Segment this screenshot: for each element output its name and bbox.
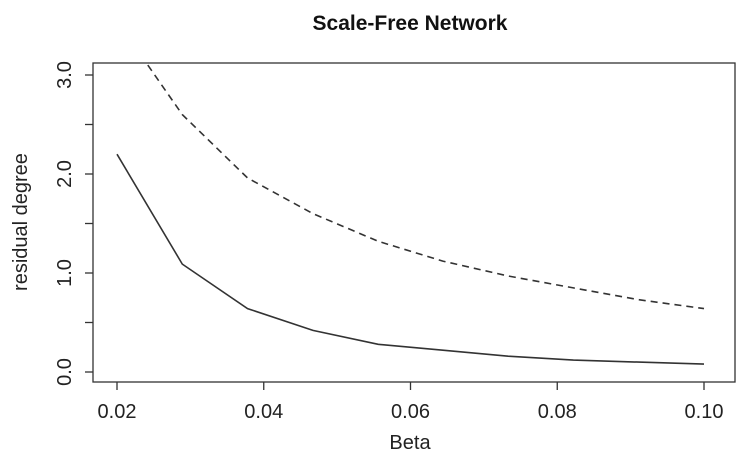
y-tick-label: 3.0 xyxy=(54,61,76,89)
x-tick-label: 0.02 xyxy=(98,401,137,423)
y-axis-label: residual degree xyxy=(10,153,32,291)
y-tick-label: 1.0 xyxy=(54,259,76,287)
plot-frame xyxy=(92,62,736,383)
series-line-solid xyxy=(116,153,705,365)
y-tick-label: 0.0 xyxy=(54,358,76,386)
x-tick-label: 0.06 xyxy=(391,401,430,423)
series-layer xyxy=(116,64,705,365)
chart-title: Scale-Free Network xyxy=(313,12,508,35)
y-tick-label: 2.0 xyxy=(54,160,76,188)
y-axis: 0.0 1.0 2.0 3.0 xyxy=(54,61,93,386)
x-tick-label: 0.10 xyxy=(685,401,724,423)
x-tick-label: 0.08 xyxy=(538,401,577,423)
series-line-dashed xyxy=(147,64,705,310)
x-axis-label: Beta xyxy=(389,432,431,454)
x-axis: 0.02 0.04 0.06 0.08 0.10 xyxy=(98,382,724,423)
x-tick-label: 0.04 xyxy=(244,401,283,423)
